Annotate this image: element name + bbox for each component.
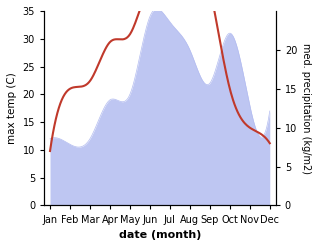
Y-axis label: max temp (C): max temp (C) [7, 72, 17, 144]
X-axis label: date (month): date (month) [119, 230, 201, 240]
Y-axis label: med. precipitation (kg/m2): med. precipitation (kg/m2) [301, 43, 311, 174]
